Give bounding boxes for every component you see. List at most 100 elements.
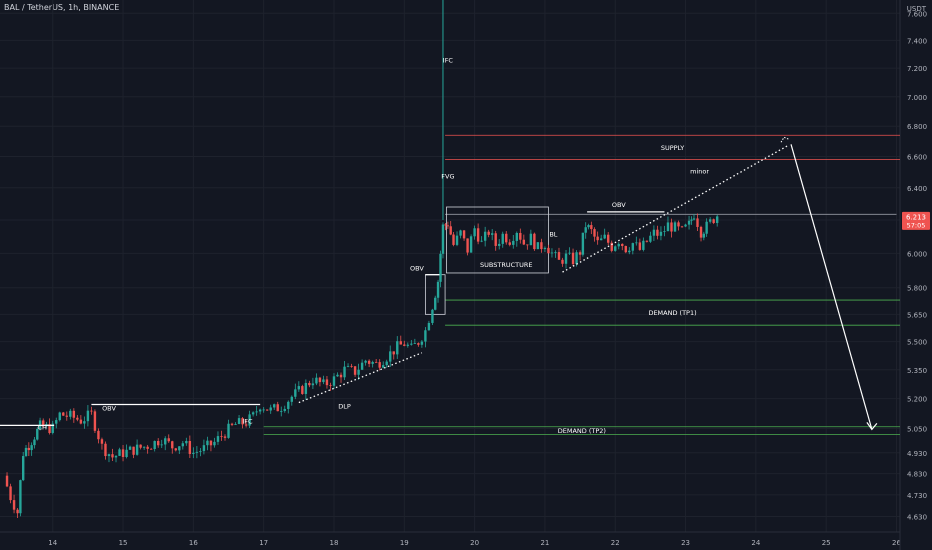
- candle-body: [65, 415, 68, 417]
- candle-body: [441, 224, 445, 254]
- annotation-label: DLP: [338, 402, 351, 410]
- y-tick-label: 4.930: [907, 450, 927, 458]
- x-tick-label: 18: [330, 539, 339, 547]
- projection-arrow: [790, 144, 873, 430]
- candle-body: [339, 374, 343, 378]
- candle-body: [255, 411, 258, 413]
- candle-body: [209, 440, 213, 446]
- candle-body: [251, 412, 255, 415]
- candle-body: [519, 232, 522, 240]
- candle-body: [27, 447, 31, 451]
- y-tick-label: 4.830: [907, 471, 927, 479]
- candle-body: [480, 240, 483, 242]
- candle-body: [227, 423, 230, 438]
- candle-body: [522, 239, 526, 245]
- candle-body: [367, 360, 371, 364]
- candle-body: [301, 386, 304, 394]
- candle-body: [628, 250, 631, 253]
- candle-body: [702, 233, 706, 238]
- candle-body: [690, 219, 693, 221]
- candle-body: [160, 444, 163, 446]
- candle-body: [581, 232, 585, 255]
- candle-body: [76, 417, 79, 420]
- candle-body: [587, 225, 590, 228]
- candle-body: [543, 247, 547, 250]
- candle-body: [174, 448, 177, 451]
- x-tick-label: 15: [119, 539, 128, 547]
- x-tick-label: 24: [751, 539, 760, 547]
- candle-body: [649, 235, 652, 242]
- candle-body: [617, 243, 620, 247]
- candle-body: [304, 382, 308, 394]
- candle-body: [385, 361, 388, 366]
- annotation-label: IFC: [242, 417, 253, 425]
- y-tick-label: 5.050: [907, 425, 927, 433]
- x-tick-label: 26: [892, 539, 901, 547]
- y-tick-label: 6.000: [907, 250, 927, 258]
- candle-body: [692, 218, 696, 220]
- candle-body: [659, 231, 663, 236]
- candle-body: [557, 252, 561, 260]
- y-tick-label: 4.730: [907, 492, 927, 500]
- y-tick-label: 5.650: [907, 311, 927, 319]
- y-tick-label: 7.200: [907, 65, 927, 73]
- candle-body: [297, 386, 301, 390]
- candle-body: [413, 343, 417, 344]
- candle-body: [568, 252, 571, 254]
- candle-body: [132, 446, 135, 455]
- last-price-value: 6.213: [906, 213, 926, 221]
- candle-body: [192, 452, 195, 454]
- candle-body: [42, 420, 45, 427]
- candle-body: [125, 449, 128, 457]
- candle-body: [712, 219, 715, 223]
- candle-body: [178, 446, 181, 451]
- candle-body: [564, 253, 568, 264]
- x-tick-label: 16: [189, 539, 198, 547]
- candle-body: [603, 234, 606, 239]
- candle-body: [230, 423, 234, 425]
- candle-body: [364, 360, 367, 363]
- candle-body: [223, 436, 227, 438]
- candle-body: [244, 424, 248, 426]
- candle-body: [318, 377, 322, 383]
- candle-body: [171, 441, 174, 449]
- candle-body: [287, 401, 290, 409]
- candle-body: [466, 238, 469, 253]
- candle-body: [663, 231, 666, 232]
- candle-body: [241, 418, 244, 425]
- annotation-label: OBV: [612, 201, 626, 209]
- candle-body: [631, 243, 635, 251]
- candle-body: [30, 445, 33, 451]
- chart-header: BAL / TetherUS, 1h, BINANCE: [4, 3, 120, 12]
- candle-body: [599, 238, 603, 241]
- candle-body: [121, 449, 125, 457]
- candle-body: [153, 441, 156, 450]
- candle-body: [5, 475, 9, 487]
- candle-body: [273, 404, 276, 408]
- candle-body: [308, 382, 311, 386]
- candle-body: [24, 447, 28, 457]
- y-tick-label: 5.350: [907, 367, 927, 375]
- bar-countdown: 57:05: [907, 221, 926, 229]
- candle-body: [699, 226, 703, 238]
- candle-body: [652, 229, 656, 236]
- candle-body: [508, 242, 511, 245]
- candle-body: [677, 222, 680, 227]
- candle-body: [9, 486, 12, 501]
- candle-body: [311, 383, 315, 386]
- candle-body: [593, 229, 596, 237]
- candle-body: [248, 414, 251, 426]
- candle-body: [142, 446, 146, 448]
- candle-body: [220, 436, 223, 437]
- candle-body: [406, 344, 410, 346]
- candle-body: [360, 362, 364, 370]
- candle-body: [55, 420, 58, 424]
- candle-body: [446, 225, 450, 227]
- candle-body: [547, 247, 550, 254]
- candle-body: [571, 252, 575, 265]
- candle-body: [100, 439, 104, 444]
- candle-body: [434, 297, 437, 310]
- candle-body: [621, 243, 624, 247]
- candle-body: [533, 233, 536, 250]
